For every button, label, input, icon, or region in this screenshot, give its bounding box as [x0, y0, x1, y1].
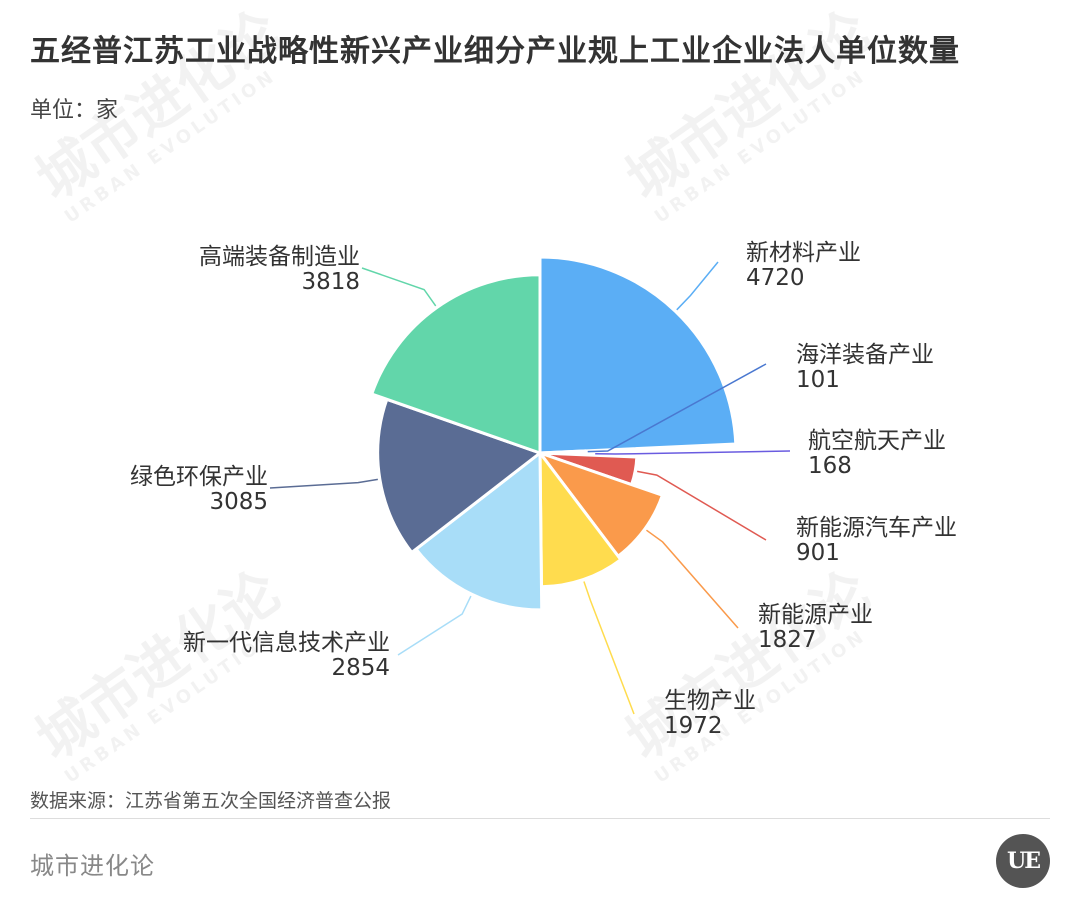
category-label: 生物产业 [664, 688, 756, 714]
leader-line [269, 478, 378, 489]
pie-slice [376, 397, 542, 554]
value-label: 101 [796, 367, 840, 393]
pie-slice [538, 451, 623, 589]
category-label: 高端装备制造业 [199, 244, 360, 270]
brand-name: 城市进化论 [30, 852, 155, 880]
value-label: 4720 [746, 265, 805, 291]
value-label: 168 [808, 453, 852, 479]
leader-line [646, 529, 739, 629]
unit-label: 单位：家 [30, 98, 119, 123]
source-note: 数据来源：江苏省第五次全国经济普查公报 [30, 790, 392, 812]
page-title: 五经普江苏工业战略性新兴产业细分产业规上工业企业法人单位数量 [30, 34, 960, 69]
leader-line [587, 363, 767, 453]
leader-line [397, 595, 472, 656]
value-label: 901 [796, 540, 840, 566]
divider [30, 818, 1050, 819]
category-label: 新能源产业 [758, 602, 873, 628]
value-label: 1827 [758, 627, 817, 653]
category-label: 新材料产业 [746, 240, 861, 266]
brand-logo: UE [996, 834, 1050, 888]
category-label: 新一代信息技术产业 [183, 630, 390, 656]
value-label: 3085 [209, 489, 268, 515]
category-label: 绿色环保产业 [130, 464, 268, 490]
value-label: 2854 [331, 655, 390, 681]
category-label: 航空航天产业 [808, 428, 946, 454]
value-label: 3818 [301, 269, 360, 295]
leader-line [676, 261, 719, 311]
category-label: 新能源汽车产业 [796, 515, 957, 541]
pie-slice [370, 273, 542, 455]
leader-line [361, 267, 437, 307]
leader-line [595, 450, 791, 455]
pie-slice [414, 451, 544, 612]
pie-slice [538, 255, 738, 455]
value-label: 1972 [664, 713, 723, 739]
category-label: 海洋装备产业 [796, 342, 934, 368]
leader-line [583, 581, 635, 715]
leader-line [637, 470, 767, 541]
